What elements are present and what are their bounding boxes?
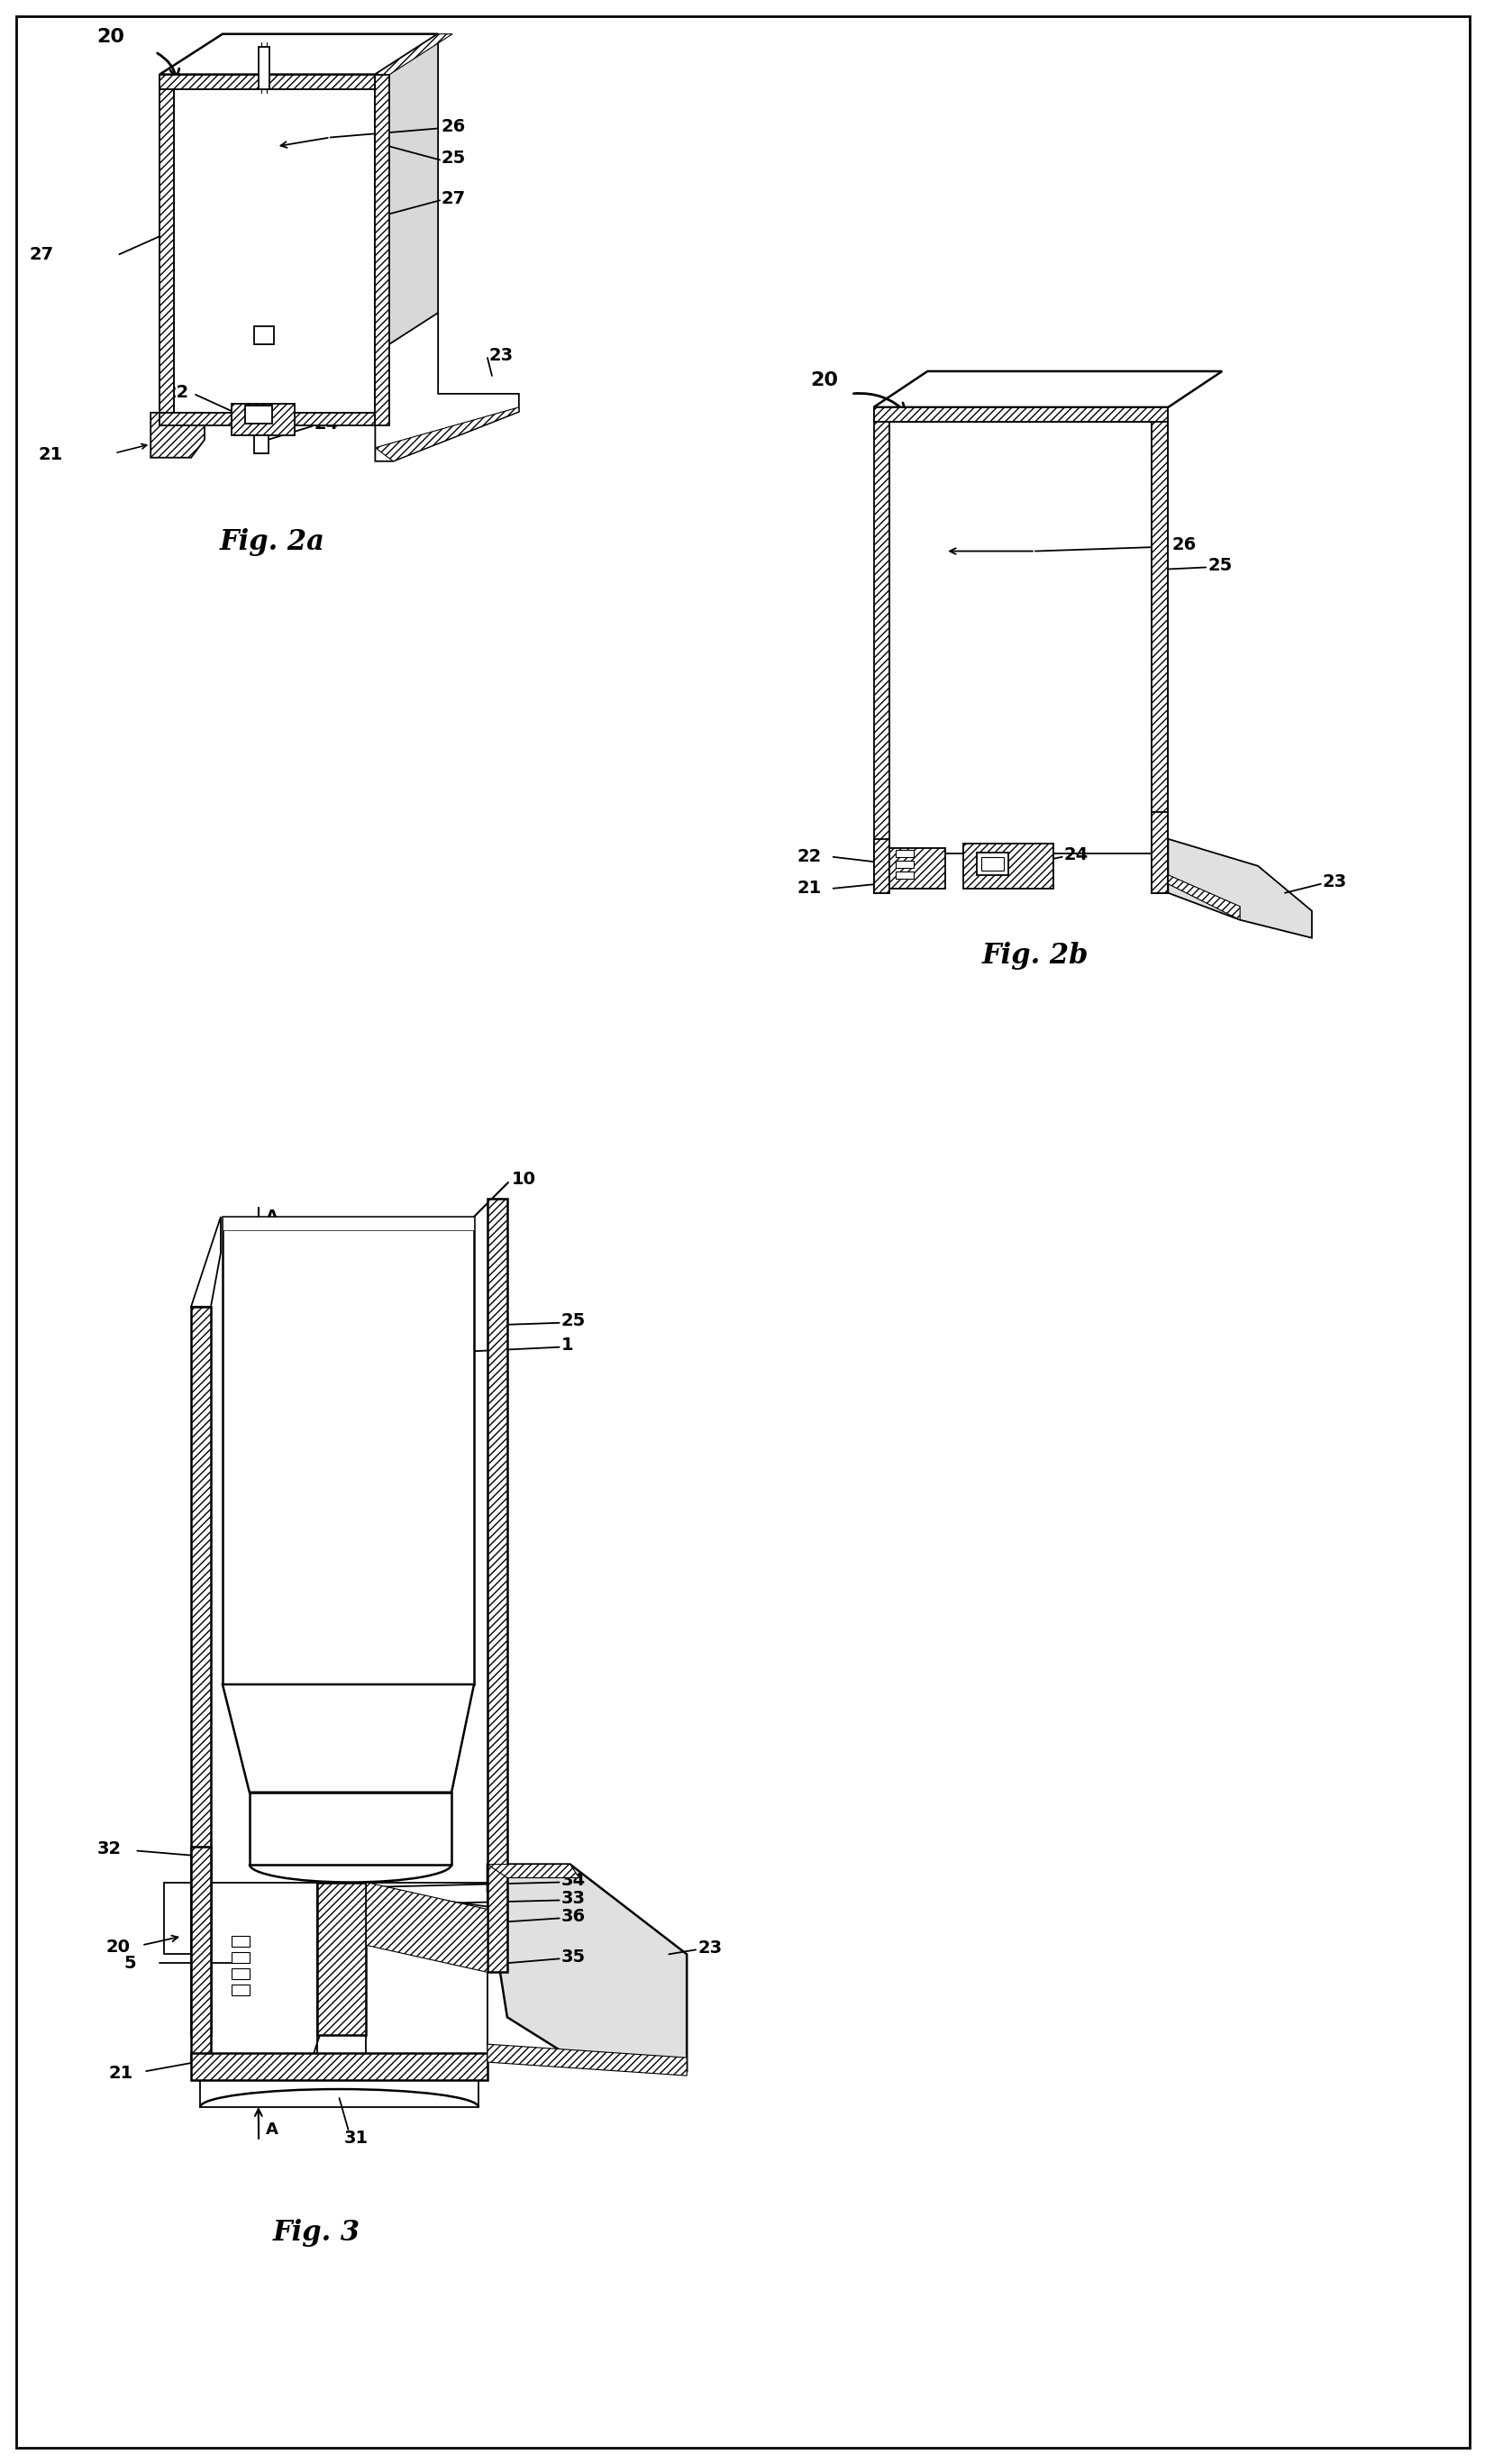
Text: 26: 26 [441, 118, 465, 136]
Polygon shape [365, 1882, 487, 1971]
Bar [976, 853, 1008, 875]
Text: A: A [266, 1210, 278, 1225]
Text: 21: 21 [39, 446, 62, 463]
Polygon shape [159, 74, 174, 426]
Text: 26: 26 [1172, 537, 1195, 554]
Text: 23: 23 [489, 347, 514, 365]
Polygon shape [192, 1217, 221, 1306]
Text: 1: 1 [561, 1338, 573, 1353]
Polygon shape [159, 34, 438, 74]
Bar [254, 436, 269, 453]
Text: 25: 25 [441, 150, 465, 168]
Polygon shape [1151, 813, 1167, 892]
Text: 33: 33 [561, 1890, 585, 1907]
Text: 24: 24 [303, 2067, 328, 2085]
Text: 25: 25 [1207, 557, 1231, 574]
Polygon shape [150, 411, 205, 458]
Polygon shape [873, 407, 1167, 421]
Polygon shape [316, 1882, 365, 2035]
Text: Fig. 3: Fig. 3 [273, 2220, 361, 2247]
Polygon shape [159, 411, 376, 426]
Bar [245, 407, 272, 424]
Polygon shape [1167, 875, 1240, 919]
Text: 22: 22 [163, 384, 189, 402]
Polygon shape [232, 1951, 249, 1964]
Polygon shape [962, 843, 1053, 890]
Text: 25: 25 [561, 1313, 585, 1331]
Polygon shape [487, 1865, 686, 2072]
Bar [365, 1882, 487, 2062]
Text: 35: 35 [561, 1949, 585, 1966]
Text: Fig. 2b: Fig. 2b [982, 941, 1089, 971]
Polygon shape [1151, 407, 1167, 892]
Polygon shape [232, 404, 294, 436]
Text: 27: 27 [441, 190, 465, 207]
Polygon shape [376, 313, 518, 461]
Polygon shape [487, 2045, 686, 2075]
Polygon shape [376, 34, 438, 426]
Text: 31: 31 [343, 2129, 368, 2146]
Text: Fig. 2a: Fig. 2a [220, 527, 324, 557]
Polygon shape [159, 74, 376, 89]
Text: 20: 20 [97, 27, 125, 47]
Bar [895, 850, 913, 857]
Polygon shape [376, 34, 451, 74]
Polygon shape [223, 1685, 474, 1791]
Text: 20: 20 [105, 1939, 131, 1956]
Bar [174, 89, 376, 411]
Polygon shape [487, 1198, 506, 1971]
Polygon shape [223, 1217, 474, 1230]
Text: 23: 23 [1322, 875, 1347, 890]
Bar [980, 857, 1004, 870]
Polygon shape [192, 1846, 211, 2062]
Text: 21: 21 [797, 880, 821, 897]
Text: 24: 24 [313, 416, 339, 434]
Polygon shape [873, 838, 890, 892]
Polygon shape [258, 47, 269, 89]
Text: 21: 21 [108, 2065, 134, 2082]
Text: 34: 34 [561, 1873, 585, 1890]
Text: 5: 5 [123, 1954, 137, 1971]
Polygon shape [232, 1969, 249, 1979]
Polygon shape [163, 1882, 192, 1954]
Polygon shape [192, 2053, 487, 2080]
Polygon shape [376, 407, 518, 461]
Text: 36: 36 [561, 1907, 585, 1924]
Polygon shape [873, 372, 1221, 407]
Text: 22: 22 [797, 848, 821, 865]
Text: 27: 27 [30, 246, 53, 264]
Polygon shape [487, 1865, 579, 1878]
Bar [895, 872, 913, 880]
Text: 24: 24 [1063, 848, 1089, 865]
Polygon shape [254, 325, 273, 345]
Polygon shape [1167, 838, 1311, 939]
Polygon shape [376, 74, 389, 426]
Text: A: A [266, 2122, 278, 2139]
Text: 20: 20 [811, 372, 838, 389]
Polygon shape [192, 1306, 211, 2035]
Bar [211, 1882, 316, 2062]
Polygon shape [890, 848, 944, 890]
Bar [890, 421, 1167, 853]
Polygon shape [200, 2080, 478, 2107]
Bar [895, 860, 913, 867]
Text: 10: 10 [511, 1170, 536, 1188]
Polygon shape [232, 1986, 249, 1996]
Polygon shape [232, 1937, 249, 1947]
Bar [223, 1217, 474, 1685]
Polygon shape [249, 1791, 451, 1865]
Polygon shape [873, 407, 890, 892]
Text: 23: 23 [696, 1939, 722, 1956]
Text: 32: 32 [97, 1841, 122, 1858]
